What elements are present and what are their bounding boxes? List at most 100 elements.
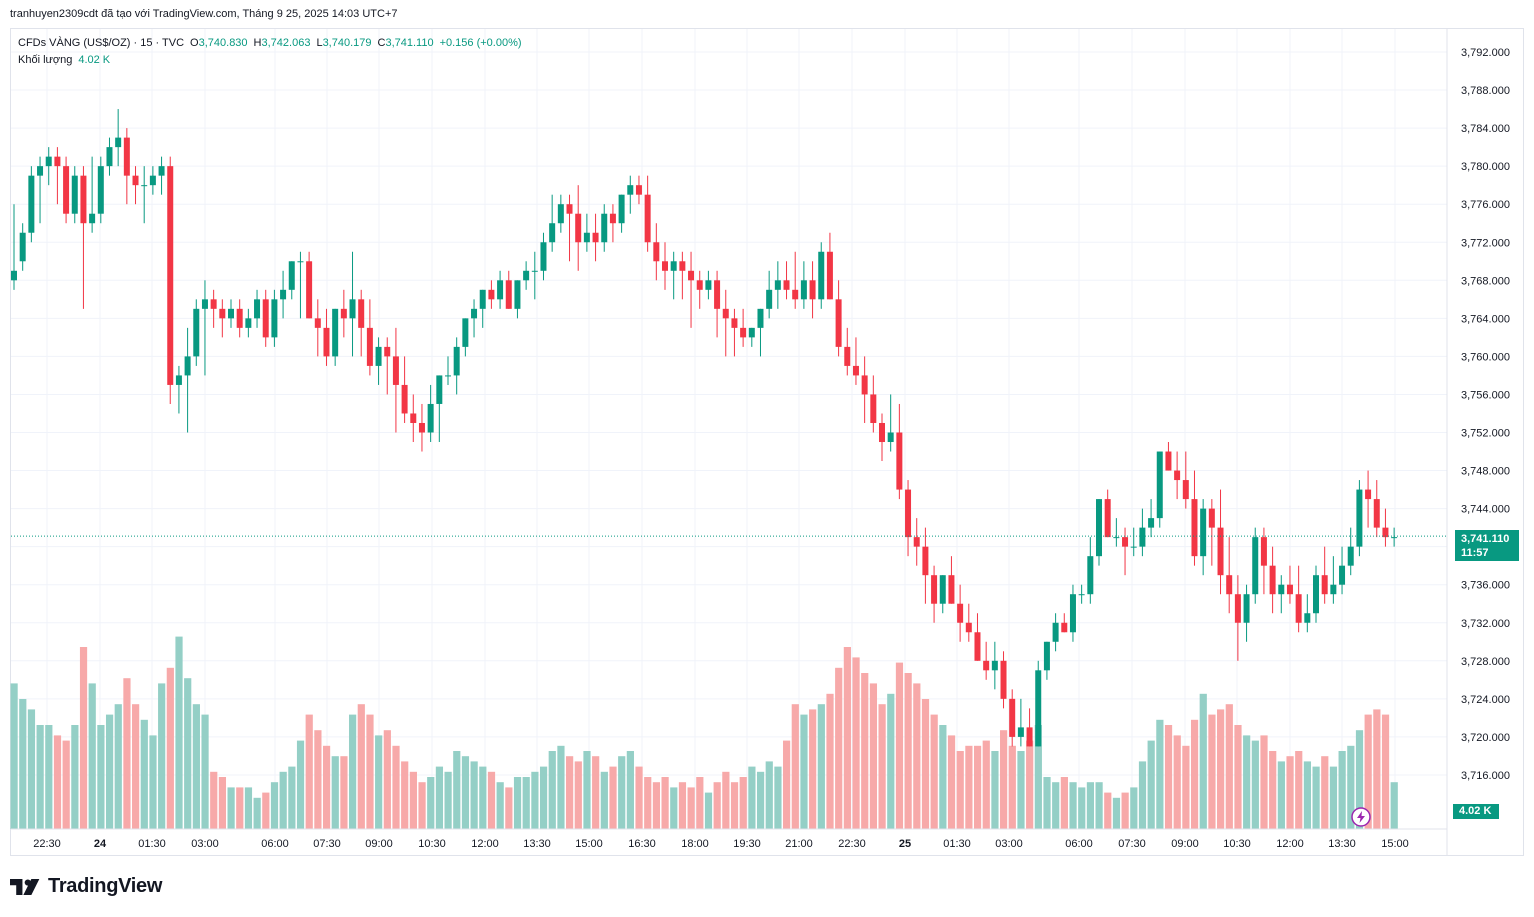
time-tick-label: 09:00 (365, 838, 393, 850)
volume-bar (670, 787, 678, 829)
volume-bar (956, 751, 964, 829)
volume-bar (1190, 719, 1199, 829)
time-tick-label: 25 (899, 838, 911, 850)
candle-body (1026, 727, 1033, 747)
volume-bar (730, 782, 739, 829)
volume-bar (1000, 730, 1008, 829)
time-tick-label: 09:00 (1171, 838, 1199, 850)
time-tick-label: 06:00 (1065, 838, 1093, 850)
volume-bar (1052, 782, 1060, 829)
legend-open-label: O (190, 37, 199, 49)
volume-bar (513, 777, 522, 829)
brand-name: TradingView (48, 875, 163, 897)
candle-body (1382, 527, 1389, 538)
candle-body (445, 375, 451, 377)
price-tick-label: 3,736.000 (1461, 580, 1510, 592)
volume-bar (279, 771, 287, 829)
legend-open-value: 3,740.830 (198, 37, 248, 49)
candle-body (89, 213, 96, 224)
candle-body (488, 289, 495, 300)
candle-body (575, 213, 582, 243)
candle-body (566, 204, 573, 214)
candle-body (1217, 527, 1224, 576)
candle-body (288, 261, 295, 290)
price-tick-label: 3,716.000 (1461, 770, 1510, 782)
price-tick-label: 3,728.000 (1461, 656, 1510, 668)
candle-body (809, 280, 816, 300)
legend-low-label: L (316, 37, 323, 49)
volume-bar (140, 719, 148, 829)
volume-bar (444, 771, 452, 829)
candle-body (436, 375, 443, 404)
volume-bar (331, 756, 339, 829)
volume-bar (314, 730, 322, 829)
candle-body (1304, 613, 1311, 623)
volume-bar (861, 673, 869, 829)
volume-bar (1381, 714, 1390, 829)
volume-badge: 4.02 K (1453, 804, 1499, 819)
candle-body (592, 232, 599, 243)
candle-body (80, 175, 87, 224)
candle-body (1000, 660, 1007, 699)
candle-body (479, 289, 486, 309)
price-tick-label: 3,768.000 (1461, 275, 1510, 287)
volume-bar (791, 704, 799, 829)
volume-bar (1260, 735, 1268, 829)
legend-volume-label[interactable]: Khối lượng (18, 54, 73, 66)
candle-body (149, 175, 156, 186)
time-tick-label: 01:30 (943, 838, 971, 850)
volume-bar (453, 751, 461, 829)
lightning-icon[interactable] (1350, 806, 1372, 828)
price-tick-label: 3,752.000 (1461, 428, 1510, 440)
candle-body (748, 327, 755, 338)
candle-body (1069, 594, 1076, 633)
volume-bar (809, 709, 817, 829)
candle-body (37, 166, 44, 176)
candle-body (523, 270, 530, 281)
volume-bar (939, 725, 947, 829)
candle-body (1104, 499, 1111, 538)
volume-bar (123, 678, 131, 829)
time-tick-label: 24 (94, 838, 107, 850)
volume-bar (843, 647, 851, 829)
candle-body (1226, 575, 1233, 595)
candle-body (635, 185, 642, 195)
candle-body (366, 327, 373, 366)
last-price-badge: 3,741.110 11:57 (1455, 530, 1519, 561)
candle-body (1035, 670, 1042, 747)
candle-body (905, 489, 912, 538)
volume-bar (835, 667, 843, 829)
legend-symbol[interactable]: CFDs VÀNG (US$/OZ) · 15 · TVC (18, 37, 185, 49)
candle-body (418, 422, 425, 433)
volume-bar (609, 766, 617, 829)
candle-body (401, 384, 408, 414)
volume-bar (19, 699, 27, 829)
bar-countdown: 11:57 (1461, 547, 1489, 559)
candle-body (1260, 537, 1267, 566)
last-price-value: 3,741.110 (1461, 533, 1510, 545)
candle-body (800, 280, 807, 300)
volume-bar (652, 782, 661, 829)
volume-bar (270, 782, 279, 829)
candle-body (1122, 537, 1129, 547)
volume-bar (696, 777, 704, 829)
time-tick-label: 10:30 (1223, 838, 1251, 850)
volume-bar (192, 704, 200, 829)
volume-bar (748, 766, 756, 829)
volume-bar (1225, 704, 1233, 829)
brand-logo[interactable]: TradingView (10, 875, 162, 898)
candle-body (1321, 575, 1328, 595)
candle-body (132, 175, 139, 186)
candle-body (28, 175, 35, 233)
candle-body (236, 308, 243, 328)
volume-bar (1060, 777, 1068, 829)
candle-body (983, 660, 990, 671)
candle-body (11, 270, 17, 281)
price-tick-label: 3,748.000 (1461, 466, 1510, 478)
volume-bar (71, 725, 79, 829)
candle-body (887, 432, 894, 443)
candle-body (349, 299, 356, 319)
volume-bar (1026, 740, 1034, 829)
candle-body (1391, 537, 1398, 539)
